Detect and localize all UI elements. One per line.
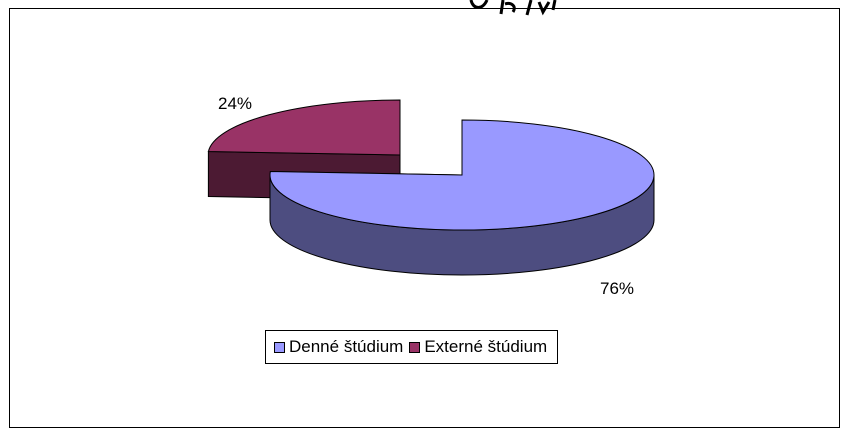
legend-label-denne: Denné štúdium bbox=[289, 337, 404, 356]
legend-swatch-externe bbox=[409, 341, 421, 353]
legend-swatch-denne bbox=[274, 341, 285, 353]
slice-denne bbox=[269, 119, 655, 231]
chart-title-fragment bbox=[465, 0, 575, 16]
chart-area: 24% 76% Denné štúdium Externé štúdium bbox=[9, 0, 840, 428]
chart-legend: Denné štúdium Externé štúdium bbox=[265, 330, 559, 364]
data-label-externe: 24% bbox=[218, 94, 252, 113]
legend-item-denne: Denné štúdium bbox=[274, 337, 403, 357]
data-label-denne: 76% bbox=[600, 279, 634, 298]
pie-chart: 24% 76% bbox=[207, 94, 655, 298]
legend-label-externe: Externé štúdium bbox=[424, 337, 548, 356]
slice-externe bbox=[207, 99, 401, 156]
legend-item-externe: Externé štúdium bbox=[409, 337, 547, 357]
